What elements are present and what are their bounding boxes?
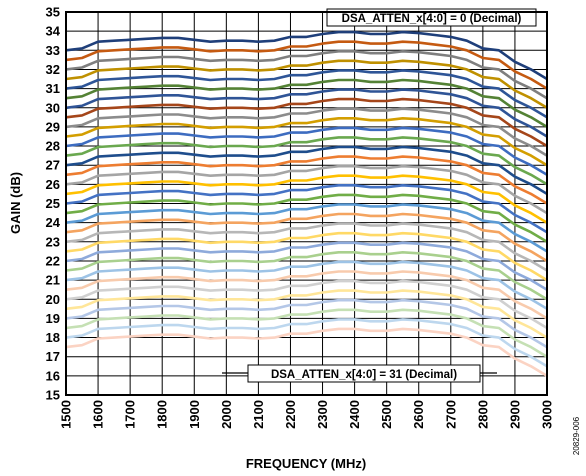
series-line-code-21 xyxy=(65,231,548,282)
series-line-code-1 xyxy=(65,40,548,90)
y-tick-label: 27 xyxy=(46,158,60,173)
series-line-code-17 xyxy=(65,193,548,243)
x-tick-label: 2500 xyxy=(379,400,394,429)
y-tick-label: 30 xyxy=(46,100,60,115)
y-tick-label: 15 xyxy=(46,388,60,403)
series-line-code-22 xyxy=(65,241,548,291)
x-tick-label: 1500 xyxy=(59,400,74,429)
series-line-code-3 xyxy=(65,59,548,109)
x-tick-label: 2900 xyxy=(507,400,522,429)
series-line-code-4 xyxy=(65,69,548,119)
x-tick-label: 1700 xyxy=(123,400,138,429)
x-tick-label: 1900 xyxy=(187,400,202,429)
series-line-code-5 xyxy=(65,78,548,129)
y-tick-label: 23 xyxy=(46,234,60,249)
y-tick-labels: 15 16 17 18 19 20 21 22 23 24 25 26 27 28 29 30 31 32 33 34… xyxy=(46,5,61,403)
series-line-code-25 xyxy=(65,270,548,320)
y-tick-label: 19 xyxy=(46,311,60,326)
x-axis-title: FREQUENCY (MHz) xyxy=(246,456,366,471)
x-tick-label: 2000 xyxy=(219,400,234,429)
y-tick-label: 22 xyxy=(46,253,60,268)
series-line-code-11 xyxy=(65,136,548,186)
y-tick-label: 16 xyxy=(46,368,60,383)
annotations: DSA_ATTEN_x[4:0] = 0 (Decimal) DSA_ATTEN… xyxy=(222,8,537,383)
annotation-top-label: DSA_ATTEN_x[4:0] = 0 (Decimal) xyxy=(342,13,522,25)
y-tick-label: 17 xyxy=(46,349,60,364)
y-tick-label: 32 xyxy=(46,62,60,77)
series-line-code-15 xyxy=(65,174,548,224)
x-tick-label: 2800 xyxy=(475,400,490,429)
x-tick-label: 2200 xyxy=(283,400,298,429)
x-tick-label: 2300 xyxy=(315,400,330,429)
y-tick-label: 33 xyxy=(46,43,60,58)
series-line-code-27 xyxy=(65,289,548,339)
x-tick-label: 2100 xyxy=(251,400,266,429)
series-line-code-10 xyxy=(65,126,548,176)
annotation-bottom-label: DSA_ATTEN_x[4:0] = 31 (Decimal) xyxy=(271,369,457,381)
y-tick-label: 26 xyxy=(46,177,60,192)
series-line-code-24 xyxy=(65,260,548,310)
y-tick-label: 24 xyxy=(46,215,61,230)
y-tick-label: 28 xyxy=(46,139,60,154)
x-tick-label: 1600 xyxy=(91,400,106,429)
series-line-code-31 xyxy=(65,327,548,378)
y-tick-label: 20 xyxy=(46,292,60,307)
series-line-code-19 xyxy=(65,212,548,263)
series-line-code-30 xyxy=(65,318,548,368)
series-line-code-13 xyxy=(65,155,548,205)
y-tick-label: 21 xyxy=(46,273,60,288)
series-line-code-7 xyxy=(65,97,548,148)
series-line-code-16 xyxy=(65,184,548,234)
grid-lines xyxy=(65,11,548,396)
series-lines xyxy=(65,30,548,378)
figure-id: 20829-006 xyxy=(572,416,581,455)
x-tick-label: 2400 xyxy=(347,400,362,429)
series-line-code-23 xyxy=(65,251,548,301)
series-line-code-2 xyxy=(65,49,548,100)
y-axis-title: GAIN (dB) xyxy=(8,172,23,234)
series-line-code-28 xyxy=(65,298,548,349)
series-line-code-18 xyxy=(65,203,548,253)
series-line-code-12 xyxy=(65,145,548,196)
y-tick-label: 34 xyxy=(46,24,61,39)
series-line-code-29 xyxy=(65,308,548,358)
series-line-code-20 xyxy=(65,222,548,272)
y-tick-label: 25 xyxy=(46,196,60,211)
series-line-code-14 xyxy=(65,164,548,215)
y-tick-label: 31 xyxy=(46,81,60,96)
y-tick-label: 35 xyxy=(46,5,60,20)
series-line-code-6 xyxy=(65,88,548,138)
plot-frame xyxy=(65,11,548,396)
x-tick-label: 2700 xyxy=(443,400,458,429)
x-tick-label: 3000 xyxy=(540,400,555,429)
series-line-code-8 xyxy=(65,107,548,157)
y-tick-label: 18 xyxy=(46,330,60,345)
y-tick-label: 29 xyxy=(46,119,60,134)
x-tick-label: 2600 xyxy=(411,400,426,429)
series-line-code-26 xyxy=(65,279,548,330)
series-line-code-0 xyxy=(65,30,548,81)
annotation-top-box xyxy=(326,8,537,27)
x-tick-labels: 1500 1600 1700 1800 1900 2000 2100 2200 2300 2400… xyxy=(59,400,555,429)
series-line-code-9 xyxy=(65,117,548,167)
x-tick-label: 1800 xyxy=(155,400,170,429)
